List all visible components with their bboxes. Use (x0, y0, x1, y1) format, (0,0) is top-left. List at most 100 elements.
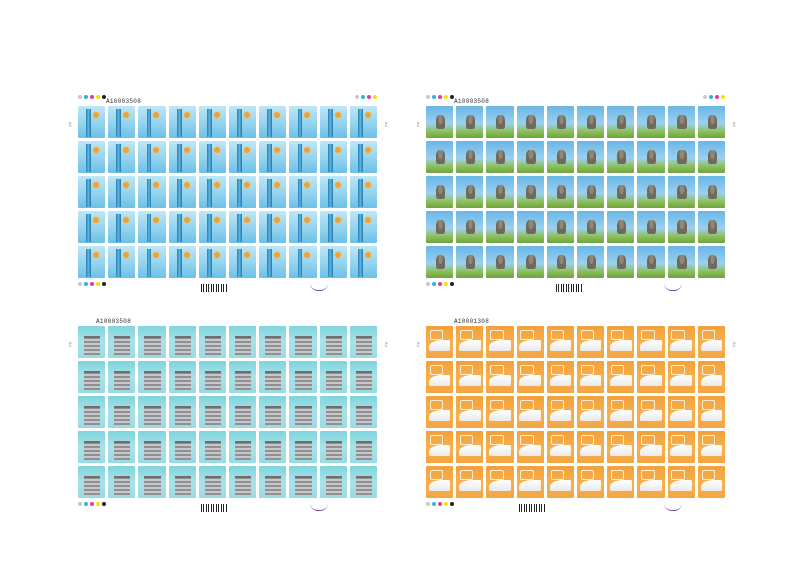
stamp-building (229, 326, 257, 358)
stamp-tower (168, 176, 196, 208)
stamp-building (78, 466, 106, 498)
stamp-sheet-buddha: A10003508 A1 A1 (414, 92, 739, 292)
stamp-building (229, 466, 257, 498)
stamp-sheet-train: A10001308 A1 A1 (414, 312, 739, 512)
stamp-train (577, 431, 605, 463)
stamp-buddha (456, 246, 484, 278)
stamp-grid (78, 106, 377, 278)
stamp-building (259, 431, 287, 463)
stamp-train (486, 326, 514, 358)
stamp-tower (259, 106, 287, 138)
stamp-train (637, 466, 665, 498)
stamp-tower (229, 211, 257, 243)
stamp-building (349, 396, 377, 428)
stamp-buddha (426, 141, 454, 173)
stamp-building (229, 431, 257, 463)
stamp-buddha (577, 176, 605, 208)
stamp-building (168, 396, 196, 428)
stamp-tower (319, 106, 347, 138)
stamp-grid (426, 326, 725, 498)
stamp-tower (168, 246, 196, 278)
barcode (556, 284, 582, 292)
stamp-buddha (697, 211, 725, 243)
stamp-train (607, 361, 635, 393)
stamp-buddha (667, 106, 695, 138)
stamp-train (546, 466, 574, 498)
registration-dots (78, 282, 106, 286)
stamp-buddha (516, 246, 544, 278)
stamp-building (259, 396, 287, 428)
stamp-buddha (667, 246, 695, 278)
stamp-building (168, 326, 196, 358)
stamp-building (198, 361, 226, 393)
stamp-tower (319, 176, 347, 208)
plate-code: A1 (384, 122, 389, 128)
stamp-tower (138, 176, 166, 208)
stamp-buddha (577, 246, 605, 278)
stamp-tower (108, 211, 136, 243)
stamp-tower (229, 246, 257, 278)
stamp-tower (108, 141, 136, 173)
stamp-building (108, 431, 136, 463)
stamp-building (138, 326, 166, 358)
stamp-sheet-building: A10003508 A1 A1 (66, 312, 391, 512)
stamp-buddha (456, 106, 484, 138)
barcode (201, 504, 227, 512)
stamp-train (546, 361, 574, 393)
stamp-buddha (426, 176, 454, 208)
stamp-train (667, 396, 695, 428)
stamp-train (546, 431, 574, 463)
hongkong-post-logo (664, 283, 682, 291)
stamp-building (349, 326, 377, 358)
stamp-train (697, 466, 725, 498)
stamp-tower (349, 246, 377, 278)
stamp-train (546, 396, 574, 428)
sheet-serial-number: A10001308 (454, 318, 490, 325)
stamp-building (198, 466, 226, 498)
stamp-tower (229, 176, 257, 208)
stamp-train (486, 396, 514, 428)
stamp-building (78, 396, 106, 428)
stamp-tower (349, 106, 377, 138)
stamp-building (289, 361, 317, 393)
stamp-building (138, 396, 166, 428)
plate-code: A1 (68, 122, 73, 128)
stamp-tower (198, 176, 226, 208)
stamp-train (697, 361, 725, 393)
stamp-train (577, 361, 605, 393)
stamp-buddha (456, 141, 484, 173)
stamp-buddha (426, 211, 454, 243)
stamp-train (577, 396, 605, 428)
registration-dots (426, 282, 454, 286)
stamp-building (108, 326, 136, 358)
stamp-train (426, 326, 454, 358)
stamp-buddha (426, 246, 454, 278)
sheet-serial-number: A10003508 (454, 98, 490, 105)
stamp-tower (289, 106, 317, 138)
plate-code: A1 (68, 342, 73, 348)
stamp-buddha (516, 176, 544, 208)
stamp-tower (229, 141, 257, 173)
stamp-building (349, 466, 377, 498)
stamp-buddha (697, 106, 725, 138)
stamp-tower (198, 211, 226, 243)
stamp-tower (319, 141, 347, 173)
stamp-tower (138, 246, 166, 278)
stamp-tower (349, 141, 377, 173)
stamp-train (607, 326, 635, 358)
stamp-building (198, 326, 226, 358)
stamp-tower (78, 211, 106, 243)
stamp-buddha (486, 211, 514, 243)
stamp-buddha (486, 246, 514, 278)
stamp-train (607, 396, 635, 428)
stamp-buddha (516, 211, 544, 243)
stamp-buddha (607, 176, 635, 208)
stamp-buddha (607, 211, 635, 243)
stamp-train (516, 326, 544, 358)
stamp-train (667, 431, 695, 463)
stamp-train (637, 431, 665, 463)
registration-dots (78, 95, 106, 99)
stamp-buddha (697, 141, 725, 173)
stamp-buddha (546, 141, 574, 173)
stamp-train (486, 431, 514, 463)
